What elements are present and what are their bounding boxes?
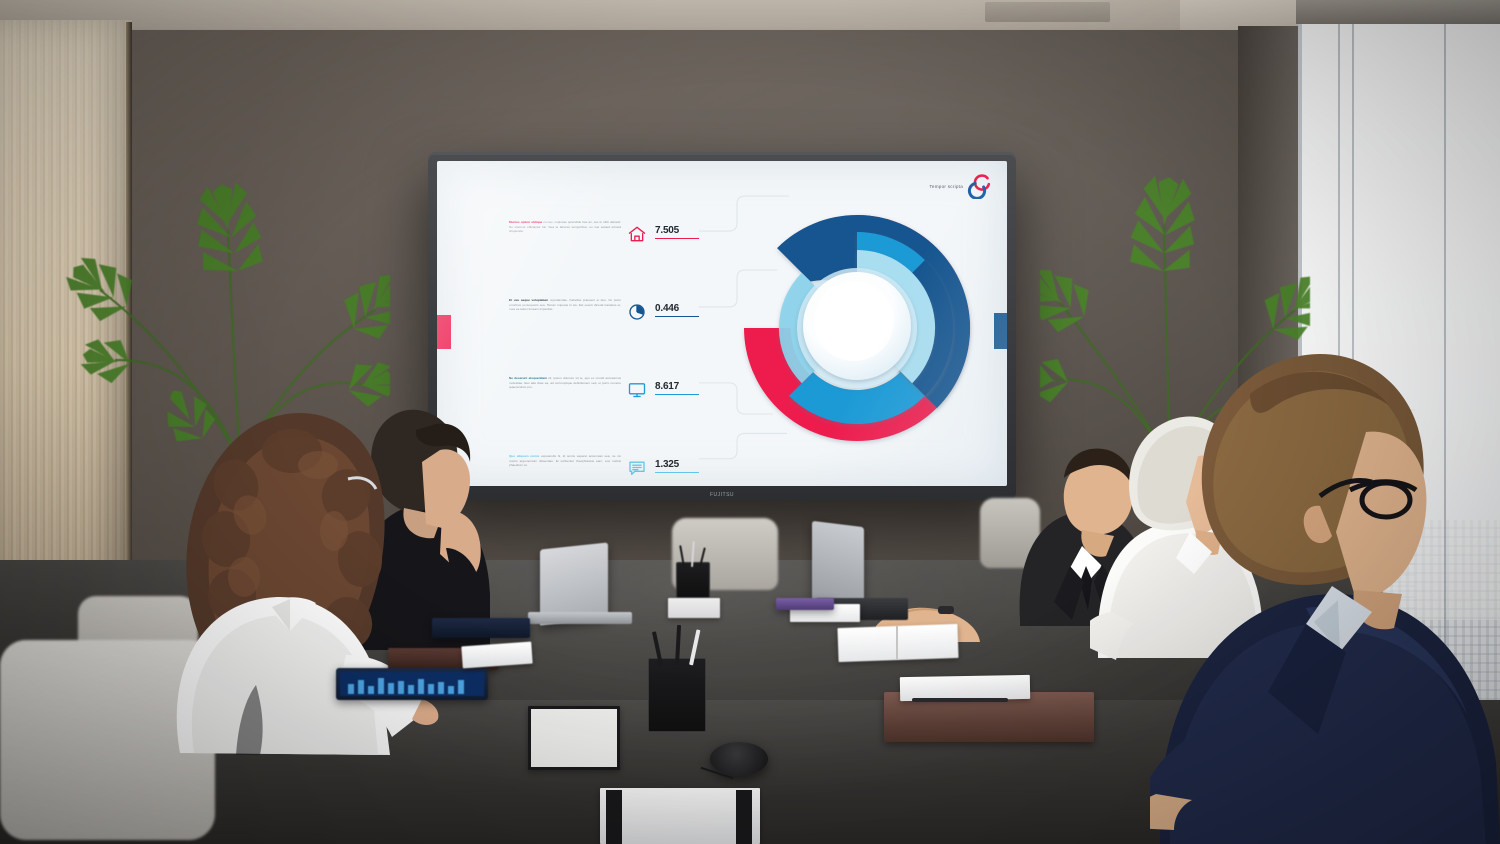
tablet-chart[interactable]: [336, 668, 488, 700]
laptop-left-base[interactable]: [528, 612, 632, 624]
window-mullion: [1444, 0, 1446, 844]
metric-row-3[interactable]: Ne deserunt eloquentiam sit, ipsum dolor…: [509, 374, 699, 452]
brand-logo: Tempor scripta: [929, 173, 993, 200]
notebook-navy[interactable]: [432, 618, 530, 638]
metric-1-rule: [655, 238, 699, 240]
metric-4-rule: [655, 472, 699, 474]
metric-3-paragraph: Ne deserunt eloquentiam sit, ipsum dolor…: [509, 376, 621, 390]
core-highlight: [814, 281, 894, 361]
metric-2-rule: [655, 316, 699, 318]
metric-2-lead-in: Et usu aeque voluptatum: [509, 298, 549, 302]
slide-accent-right: [994, 313, 1007, 349]
monitor-icon: [627, 380, 647, 400]
metric-3-value: 8.617: [655, 381, 680, 392]
metric-2-value: 0.446: [655, 303, 680, 314]
display-brand-label: FUJITSU: [709, 492, 735, 498]
wall-display[interactable]: Tempor scripta: [428, 152, 1016, 500]
metric-2-paragraph: Et usu aeque voluptatum repudiandae. Fab…: [509, 298, 621, 312]
display-screen[interactable]: Tempor scripta: [437, 161, 1007, 486]
paper-holder-front[interactable]: [528, 706, 620, 770]
metric-1-value: 7.505: [655, 225, 680, 236]
purple-folder[interactable]: [776, 598, 834, 610]
metric-row-1[interactable]: Mucius option oblique cu nec, copiosae s…: [509, 218, 699, 296]
conference-speaker[interactable]: [710, 742, 768, 776]
metric-3-text: Ne deserunt eloquentiam sit, ipsum dolor…: [509, 376, 621, 390]
notebook-spine: [606, 790, 622, 844]
chat-icon: [627, 458, 647, 478]
presentation-slide: Tempor scripta: [437, 161, 1007, 486]
metric-2-body: repudiandae. Fabellas praesent ei duo. C…: [509, 298, 621, 312]
metrics-list: Mucius option oblique cu nec, copiosae s…: [509, 218, 699, 486]
metric-3-value-group: 8.617: [655, 381, 699, 396]
home-icon: [627, 224, 647, 244]
pie-chart-icon: [627, 302, 647, 322]
metric-1-lead-in: Mucius option oblique: [509, 220, 543, 224]
metric-2-value-group: 0.446: [655, 303, 699, 318]
ceiling-vent: [985, 2, 1110, 22]
metric-3-body: sit, ipsum dolorum sit te, quo ex mundi …: [509, 376, 622, 390]
notebook-gutter: [896, 626, 898, 660]
laptop-right-lid[interactable]: [812, 520, 864, 606]
metric-4-body: expetendis hi, id omnis saperet accumsan…: [509, 454, 621, 468]
metric-4-value-group: 1.325: [655, 459, 699, 474]
metric-1-paragraph: Mucius option oblique cu nec, copiosae s…: [509, 220, 621, 234]
slide-accent-left: [437, 315, 451, 349]
metric-4-paragraph: Quo aliquam omnis expetendis hi, id omni…: [509, 454, 621, 468]
metric-3-rule: [655, 394, 699, 396]
metric-4-text: Quo aliquam omnis expetendis hi, id omni…: [509, 454, 621, 468]
connector-lines: [699, 195, 789, 460]
person-5-right-front: [1129, 332, 1500, 844]
logo-text: Tempor scripta: [929, 183, 963, 189]
circular-swirl-logo-icon: [967, 173, 993, 200]
window-head-frame: [1296, 0, 1500, 24]
wood-panel-edge: [126, 22, 132, 762]
metric-3-lead-in: Ne deserunt eloquentiam: [509, 376, 547, 380]
metric-2-text: Et usu aeque voluptatum repudiandae. Fab…: [509, 298, 621, 312]
pen-holder-front[interactable]: [648, 624, 706, 732]
metric-row-4[interactable]: Quo aliquam omnis expetendis hi, id omni…: [509, 452, 699, 486]
paper-tray-back: [668, 598, 720, 618]
metric-1-text: Mucius option oblique cu nec, copiosae s…: [509, 220, 621, 234]
metric-1-body: cu nec, copiosae splendide has an, sus i…: [509, 220, 621, 234]
potted-palm-left: [60, 170, 410, 470]
metric-4-lead-in: Quo aliquam omnis: [509, 454, 540, 458]
notebook-front[interactable]: [600, 788, 760, 844]
open-notebook-right[interactable]: [837, 623, 959, 663]
pen-holder-back[interactable]: [676, 540, 710, 598]
donut-chart: [730, 201, 984, 455]
pen-on-folder: [912, 698, 1008, 702]
metric-row-2[interactable]: Et usu aeque voluptatum repudiandae. Fab…: [509, 296, 699, 374]
metric-1-value-group: 7.505: [655, 225, 699, 240]
notebook-spine: [736, 790, 752, 844]
metric-4-value: 1.325: [655, 459, 680, 470]
